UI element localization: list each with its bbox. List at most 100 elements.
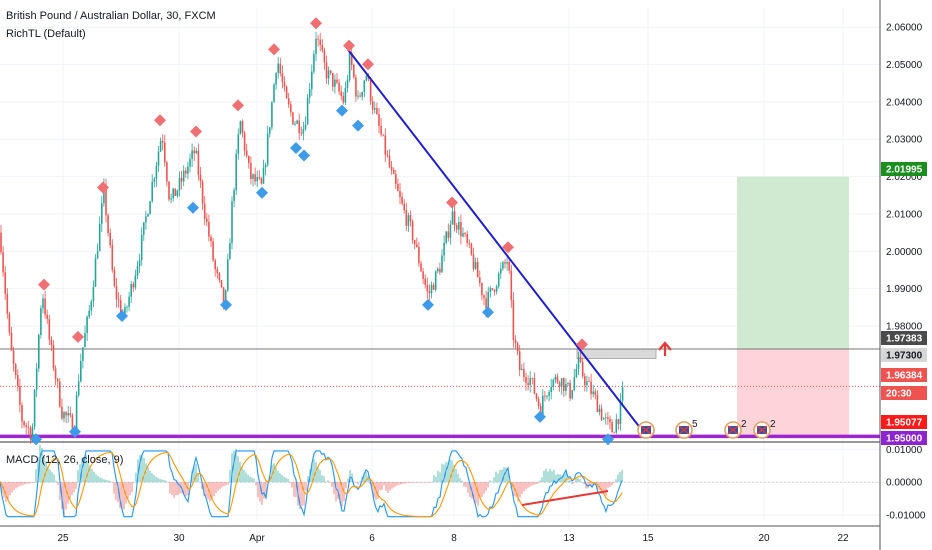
trough-marker[interactable] (30, 433, 42, 446)
candle-bear (241, 121, 244, 133)
event-flag-icon[interactable]: 2 (724, 419, 747, 439)
trough-marker[interactable] (336, 104, 348, 117)
macd-histogram-bar (391, 482, 393, 489)
trough-marker[interactable] (352, 119, 364, 132)
trough-marker[interactable] (220, 298, 232, 311)
candle-bull (357, 95, 359, 97)
macd-histogram-bar (31, 482, 33, 484)
macd-title[interactable]: MACD (12, 26, close, 9) (6, 454, 124, 466)
target-zone[interactable] (737, 176, 849, 350)
price-tag[interactable] (881, 348, 927, 362)
indicator-title[interactable]: RichTL (Default) (6, 28, 86, 40)
candle-bear (109, 233, 111, 246)
macd-histogram-bar (99, 477, 101, 483)
macd-histogram-bar (427, 482, 429, 483)
candle-bear (317, 38, 319, 40)
x-tick-label: Apr (249, 533, 265, 544)
macd-histogram-bar (563, 473, 565, 483)
macd-histogram-bar (59, 482, 61, 501)
candle-bull (542, 395, 544, 415)
trough-marker[interactable] (116, 310, 128, 323)
price-tag[interactable] (881, 386, 927, 400)
peak-marker[interactable] (576, 338, 588, 351)
macd-histogram-bar (121, 482, 123, 511)
price-tag[interactable] (881, 431, 927, 445)
macd-histogram-bar (613, 482, 615, 484)
peak-marker[interactable] (72, 330, 84, 343)
peak-marker[interactable] (502, 241, 514, 254)
trough-marker[interactable] (422, 298, 434, 311)
price-tag[interactable] (881, 331, 927, 345)
candle-bull (449, 224, 452, 238)
candle-bear (21, 404, 23, 422)
peak-marker[interactable] (232, 99, 244, 112)
y-tick-label: 2.00000 (886, 247, 923, 258)
macd-histogram-bar (333, 482, 335, 495)
symbol-title[interactable]: British Pound / Australian Dollar, 30, F… (6, 10, 216, 22)
candle-bull (172, 188, 174, 199)
trough-marker[interactable] (290, 141, 302, 154)
divergence-line[interactable] (521, 490, 609, 506)
macd-histogram-bar (513, 482, 515, 497)
candle-bear (185, 170, 187, 174)
candle-bear (353, 64, 355, 78)
candle-bull (552, 379, 555, 387)
candle-bear (19, 386, 21, 405)
price-tag[interactable] (881, 415, 927, 429)
y-tick-label: 2.01000 (886, 209, 923, 220)
stop-zone[interactable] (737, 349, 849, 436)
signal-line[interactable] (0, 451, 623, 518)
candle-bull (277, 63, 279, 73)
macd-histogram-bar (519, 482, 521, 498)
macd-histogram-bar (491, 481, 493, 483)
macd-histogram-bar (465, 482, 467, 487)
trough-marker[interactable] (256, 186, 268, 199)
candle-bear (581, 362, 584, 377)
peak-marker[interactable] (362, 58, 374, 71)
trough-marker[interactable] (482, 306, 494, 319)
trough-marker[interactable] (69, 425, 81, 438)
candle-bull (571, 389, 573, 399)
candle-bull (187, 166, 189, 174)
peak-marker[interactable] (190, 125, 202, 138)
candle-bull (548, 391, 550, 396)
peak-marker[interactable] (38, 278, 50, 291)
macd-line[interactable] (0, 450, 623, 518)
peak-marker[interactable] (446, 196, 458, 209)
peak-marker[interactable] (97, 181, 109, 194)
candle-bear (29, 427, 32, 440)
peak-marker[interactable] (154, 114, 166, 127)
trough-marker[interactable] (298, 149, 310, 162)
event-flag-icon[interactable] (637, 421, 655, 439)
price-tag[interactable] (881, 162, 927, 176)
trough-marker[interactable] (602, 433, 614, 446)
candle-bear (115, 286, 118, 300)
x-tick-label: 13 (563, 533, 575, 544)
downtrend-line[interactable] (347, 48, 649, 439)
macd-histogram-bar (425, 482, 427, 483)
macd-histogram-bar (139, 454, 141, 483)
resistance-box[interactable] (576, 348, 657, 359)
candle-bull (462, 233, 464, 237)
price-tag[interactable] (881, 368, 927, 382)
candle-bear (447, 231, 450, 238)
trough-marker[interactable] (187, 201, 199, 214)
candle-bull (565, 383, 567, 391)
candle-bull (138, 260, 141, 267)
macd-histogram-bar (421, 482, 423, 483)
peak-marker[interactable] (343, 39, 355, 52)
trough-marker[interactable] (534, 410, 546, 423)
peak-marker[interactable] (310, 17, 322, 30)
macd-histogram-bar (329, 481, 331, 483)
peak-marker[interactable] (268, 43, 280, 56)
candle-bear (472, 254, 475, 269)
event-flag-icon[interactable]: 5 (675, 419, 698, 439)
breakout-arrow[interactable] (658, 341, 672, 356)
event-badges: 5 2 2 (637, 419, 776, 439)
macd-histogram-bar (153, 475, 155, 483)
event-flag-icon[interactable]: 2 (753, 419, 776, 439)
macd-histogram-bar (149, 470, 151, 483)
macd-histogram-bar (197, 473, 199, 483)
candle-bull (346, 79, 349, 89)
